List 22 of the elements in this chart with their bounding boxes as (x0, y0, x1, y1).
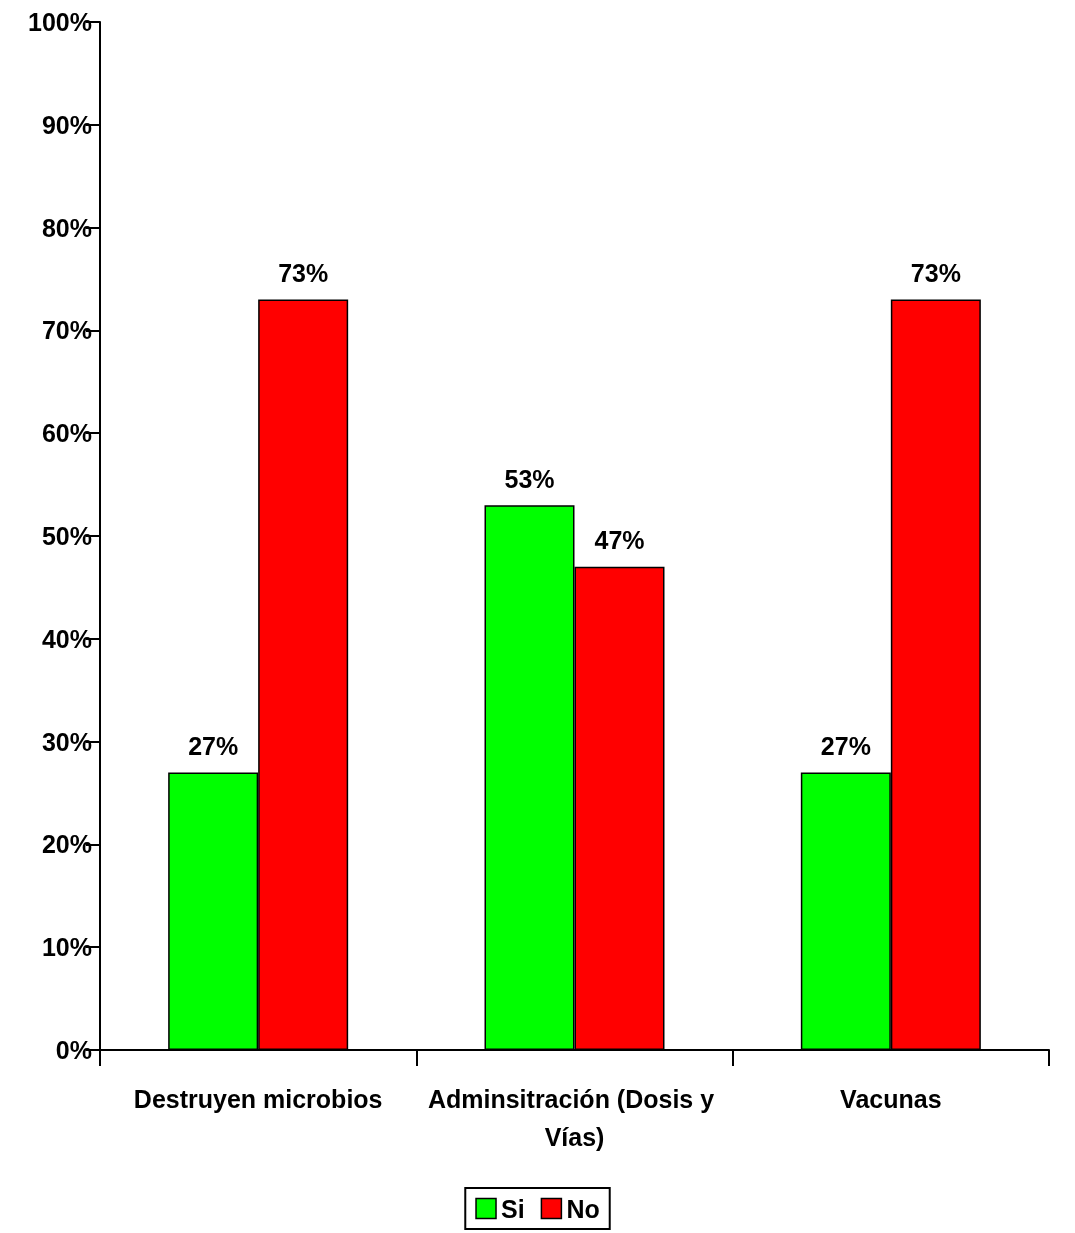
x-tick-label: Destruyen microbios (133, 1085, 383, 1113)
y-tick-label: 60% (41, 419, 92, 448)
data-label: 27% (188, 731, 239, 760)
y-tick-label: 70% (41, 316, 92, 345)
data-label: 73% (910, 259, 961, 288)
data-label: 53% (504, 464, 555, 493)
data-label: 47% (594, 526, 645, 555)
y-tick-label: 80% (41, 213, 92, 242)
y-tick-label: 30% (41, 727, 92, 756)
legend-label: Si (501, 1194, 525, 1223)
legend-label: No (566, 1194, 600, 1223)
y-tick-label: 10% (41, 933, 92, 962)
data-label: 27% (820, 731, 871, 760)
y-tick-label: 100% (28, 8, 92, 36)
x-tick-label: Adminsitración (Dosis y Vías) (427, 1085, 722, 1151)
y-tick-label: 90% (41, 110, 92, 139)
y-tick-label: 20% (41, 830, 92, 859)
x-tick-label: Vacunas (840, 1085, 942, 1113)
y-tick-label: 0% (55, 1036, 92, 1064)
y-tick-label: 40% (41, 624, 92, 653)
y-tick-label: 50% (41, 522, 92, 550)
data-label: 73% (278, 259, 329, 288)
